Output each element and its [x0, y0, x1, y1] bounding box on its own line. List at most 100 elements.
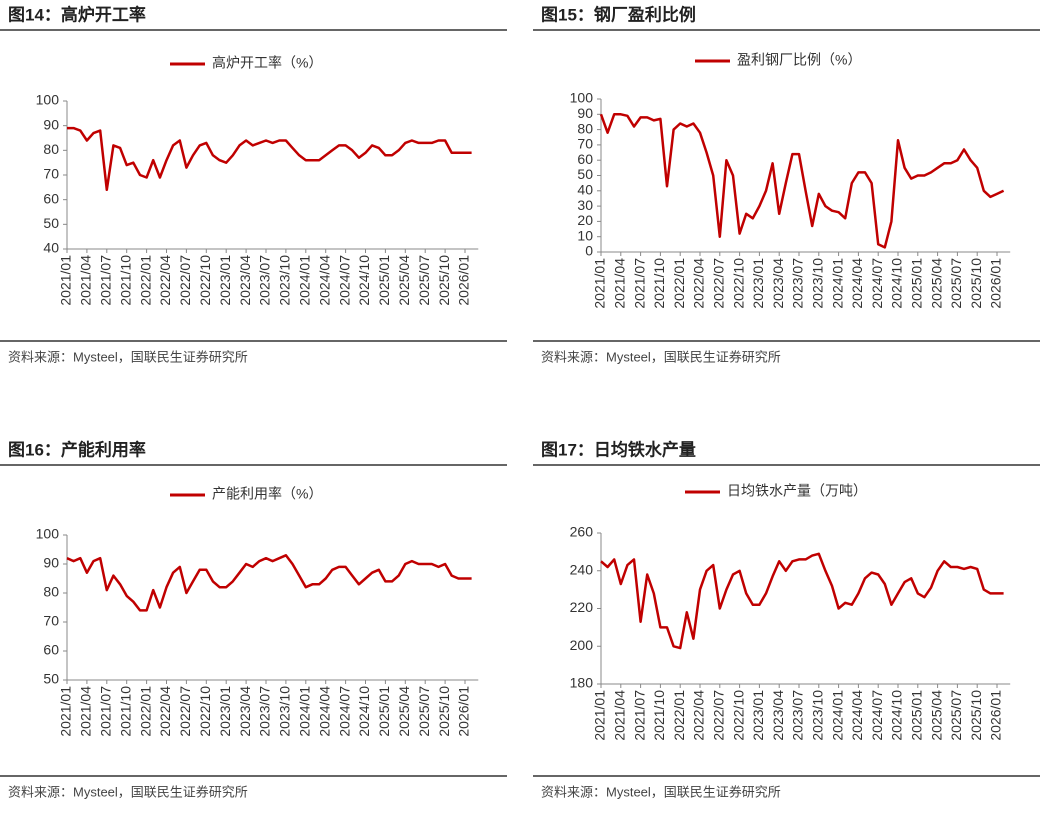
y-tick-label: 220	[570, 599, 594, 615]
y-tick-label: 70	[43, 166, 59, 182]
x-tick-label: 2025/01	[376, 686, 392, 737]
x-tick-label: 2022/01	[137, 255, 153, 306]
y-tick-label: 50	[577, 166, 593, 182]
x-tick-label: 2025/07	[948, 690, 964, 741]
x-tick-label: 2025/07	[416, 255, 432, 306]
x-tick-label: 2023/07	[790, 258, 806, 309]
x-tick-label: 2026/01	[988, 690, 1004, 741]
x-tick-label: 2023/10	[277, 255, 293, 306]
x-tick-label: 2021/04	[78, 686, 94, 737]
x-tick-label: 2021/07	[631, 258, 647, 309]
y-tick-label: 60	[43, 190, 59, 206]
y-tick-label: 60	[577, 151, 593, 167]
x-tick-label: 2022/04	[691, 690, 707, 741]
x-tick-label: 2022/01	[137, 686, 153, 737]
data-line	[67, 126, 472, 192]
x-tick-label: 2023/01	[217, 686, 233, 737]
x-tick-label: 2025/10	[436, 255, 452, 306]
source-note: 资料来源：Mysteel，国联民生证券研究所	[8, 349, 248, 364]
y-tick-label: 0	[585, 243, 593, 259]
x-tick-label: 2025/10	[968, 258, 984, 309]
y-tick-label: 60	[43, 642, 59, 658]
y-tick-label: 80	[43, 584, 59, 600]
y-tick-label: 50	[43, 215, 59, 231]
x-tick-label: 2024/10	[356, 255, 372, 306]
x-tick-label: 2021/07	[98, 255, 114, 306]
x-tick-label: 2023/04	[237, 255, 253, 306]
figure-title: 图16：产能利用率	[8, 439, 146, 459]
x-tick-label: 2024/10	[889, 690, 905, 741]
y-tick-label: 40	[43, 240, 59, 256]
x-tick-label: 2025/04	[928, 258, 944, 309]
x-tick-label: 2025/01	[909, 258, 925, 309]
x-tick-label: 2023/01	[750, 258, 766, 309]
data-line	[600, 552, 1004, 650]
data-line	[66, 554, 472, 612]
x-tick-label: 2023/07	[257, 255, 273, 306]
x-tick-label: 2023/10	[277, 686, 293, 737]
y-tick-label: 100	[36, 526, 60, 542]
y-tick-label: 30	[577, 197, 593, 213]
x-tick-label: 2023/01	[217, 255, 233, 306]
x-tick-label: 2024/07	[869, 258, 885, 309]
x-tick-label: 2024/04	[316, 255, 332, 306]
figure-title: 图14：高炉开工率	[8, 4, 146, 24]
x-tick-label: 2021/01	[58, 686, 74, 737]
x-tick-label: 2025/04	[928, 690, 944, 741]
x-tick-label: 2024/04	[849, 690, 865, 741]
x-tick-label: 2025/07	[416, 686, 432, 737]
x-tick-label: 2025/10	[968, 690, 984, 741]
y-tick-label: 70	[577, 136, 593, 152]
y-tick-label: 20	[577, 212, 593, 228]
x-tick-label: 2022/01	[671, 690, 687, 741]
x-tick-label: 2023/04	[237, 686, 253, 737]
figure-title: 图17：日均铁水产量	[541, 439, 696, 459]
y-tick-label: 180	[570, 675, 594, 691]
figure-title: 图15：钢厂盈利比例	[541, 4, 696, 24]
x-tick-label: 2023/04	[770, 258, 786, 309]
x-tick-label: 2022/10	[730, 258, 746, 309]
y-tick-label: 200	[570, 637, 594, 653]
x-tick-label: 2022/10	[197, 255, 213, 306]
y-tick-label: 90	[43, 555, 59, 571]
x-tick-label: 2021/10	[117, 255, 133, 306]
y-tick-label: 10	[577, 227, 593, 243]
x-tick-label: 2024/01	[297, 255, 313, 306]
x-tick-label: 2025/07	[948, 258, 964, 309]
x-tick-label: 2022/04	[691, 258, 707, 309]
x-tick-label: 2023/04	[770, 690, 786, 741]
x-tick-label: 2026/01	[456, 255, 472, 306]
x-tick-label: 2021/04	[612, 690, 628, 741]
x-tick-label: 2021/10	[117, 686, 133, 737]
x-tick-label: 2024/07	[336, 686, 352, 737]
x-tick-label: 2023/10	[810, 258, 826, 309]
legend-label: 高炉开工率（%）	[212, 55, 322, 71]
y-tick-label: 40	[577, 182, 593, 198]
x-tick-label: 2021/10	[651, 258, 667, 309]
x-tick-label: 2021/10	[651, 690, 667, 741]
legend-label: 产能利用率（%）	[212, 486, 322, 502]
y-tick-label: 50	[43, 671, 59, 687]
x-tick-label: 2021/01	[592, 690, 608, 741]
legend-label: 日均铁水产量（万吨）	[727, 483, 867, 499]
x-tick-label: 2021/01	[58, 255, 74, 306]
x-tick-label: 2022/07	[711, 258, 727, 309]
y-tick-label: 90	[577, 105, 593, 121]
x-tick-label: 2024/04	[849, 258, 865, 309]
legend-label: 盈利钢厂比例（%）	[737, 52, 861, 68]
x-tick-label: 2025/04	[396, 686, 412, 737]
x-tick-label: 2023/07	[257, 686, 273, 737]
x-tick-label: 2021/07	[631, 690, 647, 741]
x-tick-label: 2024/01	[829, 690, 845, 741]
y-tick-label: 240	[570, 561, 594, 577]
y-tick-label: 100	[570, 90, 594, 106]
x-tick-label: 2021/01	[592, 258, 608, 309]
x-tick-label: 2024/07	[869, 690, 885, 741]
x-tick-label: 2024/10	[356, 686, 372, 737]
y-tick-label: 100	[36, 92, 60, 108]
x-tick-label: 2024/04	[316, 686, 332, 737]
y-tick-label: 80	[43, 141, 59, 157]
x-tick-label: 2025/04	[396, 255, 412, 306]
x-tick-label: 2021/07	[98, 686, 114, 737]
